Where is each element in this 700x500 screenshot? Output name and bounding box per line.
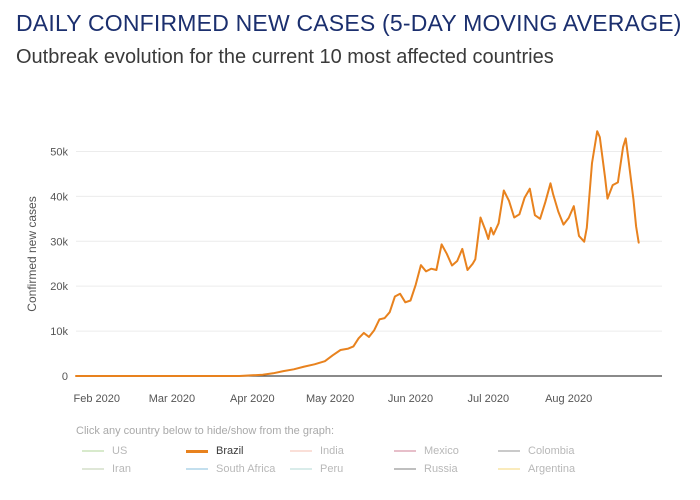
series-layer [75,130,640,377]
x-tick-label: Aug 2020 [545,393,592,405]
legend-label: Colombia [528,445,575,457]
x-tick-label: May 2020 [306,393,354,405]
legend-swatch [498,468,520,470]
grid-lines [76,150,662,377]
legend-label: Brazil [216,445,244,457]
x-tick-label: Apr 2020 [230,393,275,405]
legend-item-us[interactable]: US [82,445,186,457]
x-tick-label: Jul 2020 [467,393,509,405]
y-tick-label: 50k [50,146,68,158]
y-tick-label: 20k [50,281,68,293]
legend-swatch [186,449,208,453]
chart-title: DAILY CONFIRMED NEW CASES (5-DAY MOVING … [16,10,682,36]
legend-item-colombia[interactable]: Colombia [498,445,602,457]
legend: US Brazil India Mexico Colombia Iran South Afr… [82,445,642,475]
legend-hint: Click any country below to hide/show fro… [76,425,335,437]
legend-swatch [290,450,312,452]
legend-label: Mexico [424,445,459,457]
legend-swatch [394,450,416,452]
legend-label: Argentina [528,463,576,475]
y-tick-label: 0 [62,371,68,383]
series-line-brazil [75,130,640,377]
legend-swatch [186,468,208,470]
y-tick-label: 40k [50,191,68,203]
legend-label: Peru [320,463,344,475]
legend-swatch [82,450,104,452]
legend-item-iran[interactable]: Iran [82,463,186,475]
legend-swatch [290,468,312,470]
legend-label: Iran [112,463,131,475]
line-chart: 0 10k 20k 30k 40k 50k Feb 2020 Mar 2020 Apr 2020… [25,130,662,405]
legend-swatch [498,450,520,452]
legend-item-mexico[interactable]: Mexico [394,445,498,457]
x-tick-label: Feb 2020 [74,393,120,405]
legend-item-peru[interactable]: Peru [290,463,394,475]
x-tick-label: Mar 2020 [149,393,195,405]
legend-swatch [82,468,104,470]
legend-label: US [112,445,128,457]
x-tick-label: Jun 2020 [388,393,433,405]
legend-swatch [394,468,416,470]
legend-item-south-africa[interactable]: South Africa [186,463,290,475]
y-tick-label: 10k [50,326,68,338]
axes: 0 10k 20k 30k 40k 50k Feb 2020 Mar 2020 Apr 2020… [25,146,592,405]
chart-subtitle: Outbreak evolution for the current 10 mo… [16,46,554,68]
legend-item-argentina[interactable]: Argentina [498,463,602,475]
legend-item-india[interactable]: India [290,445,394,457]
legend-label: South Africa [216,463,276,475]
legend-label: India [320,445,344,457]
y-axis-title: Confirmed new cases [25,196,39,311]
y-tick-label: 30k [50,236,68,248]
legend-item-russia[interactable]: Russia [394,463,498,475]
legend-item-brazil[interactable]: Brazil [186,445,290,457]
legend-label: Russia [424,463,458,475]
